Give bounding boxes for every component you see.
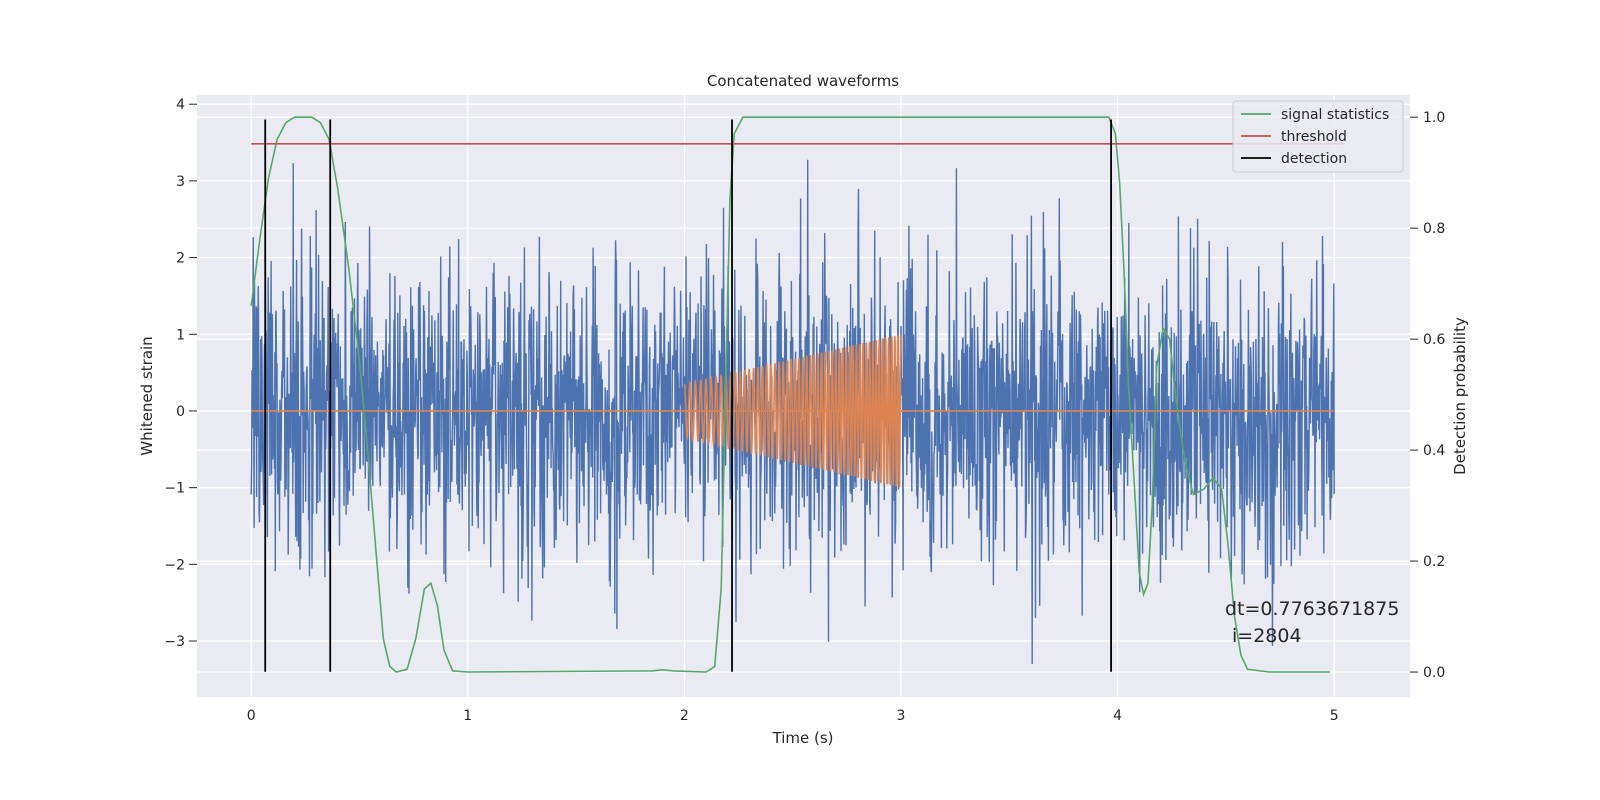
- chart-title: Concatenated waveforms: [707, 72, 899, 90]
- y-axis-label: Whitened strain: [138, 336, 156, 455]
- y-tick-label: −2: [164, 557, 185, 573]
- data-layer: [250, 116, 1345, 673]
- x-tick-label: 1: [463, 708, 472, 724]
- detection-lines: [264, 119, 1112, 672]
- x-tick-label: 2: [680, 708, 689, 724]
- x-tick-label: 3: [897, 708, 906, 724]
- y2-tick-label: 0.8: [1423, 221, 1445, 237]
- y-tick-label: 1: [176, 327, 185, 343]
- axis-ticks: 0 1 2 3 4 5 −3 −2 −1 0 1 2 3 4 0.0 0.2 0.4 0.6 0.8 1.0: [164, 97, 1445, 724]
- x-tick-label: 0: [247, 708, 256, 724]
- x-tick-label: 4: [1113, 708, 1122, 724]
- y-tick-label: 0: [176, 404, 185, 420]
- legend-box: [1232, 100, 1404, 173]
- y-tick-label: −1: [164, 481, 185, 497]
- annotation-index: i=2804: [1232, 625, 1302, 647]
- y2-tick-label: 0.6: [1423, 332, 1445, 348]
- y2-tick-label: 0.4: [1423, 443, 1445, 459]
- legend-label-signal-statistics: signal statistics: [1281, 107, 1389, 123]
- y-tick-label: 3: [176, 174, 185, 190]
- annotation-dt: dt=0.7763671875: [1225, 598, 1399, 620]
- x-axis-label: Time (s): [772, 729, 834, 747]
- x-tick-label: 5: [1330, 708, 1339, 724]
- y-tick-label: −3: [164, 634, 185, 650]
- series-signal-statistics: [250, 116, 1330, 673]
- y-tick-label: 4: [176, 97, 185, 113]
- series-waveform-chirp: [683, 334, 902, 488]
- legend-label-threshold: threshold: [1281, 129, 1347, 145]
- y2-tick-label: 1.0: [1423, 110, 1445, 126]
- y2-tick-label: 0.0: [1423, 665, 1445, 681]
- y2-tick-label: 0.2: [1423, 554, 1445, 570]
- y-tick-label: 2: [176, 251, 185, 267]
- y2-axis-label: Detection probability: [1451, 317, 1469, 475]
- legend-label-detection: detection: [1281, 151, 1347, 167]
- legend: signal statistics threshold detection: [1232, 100, 1404, 173]
